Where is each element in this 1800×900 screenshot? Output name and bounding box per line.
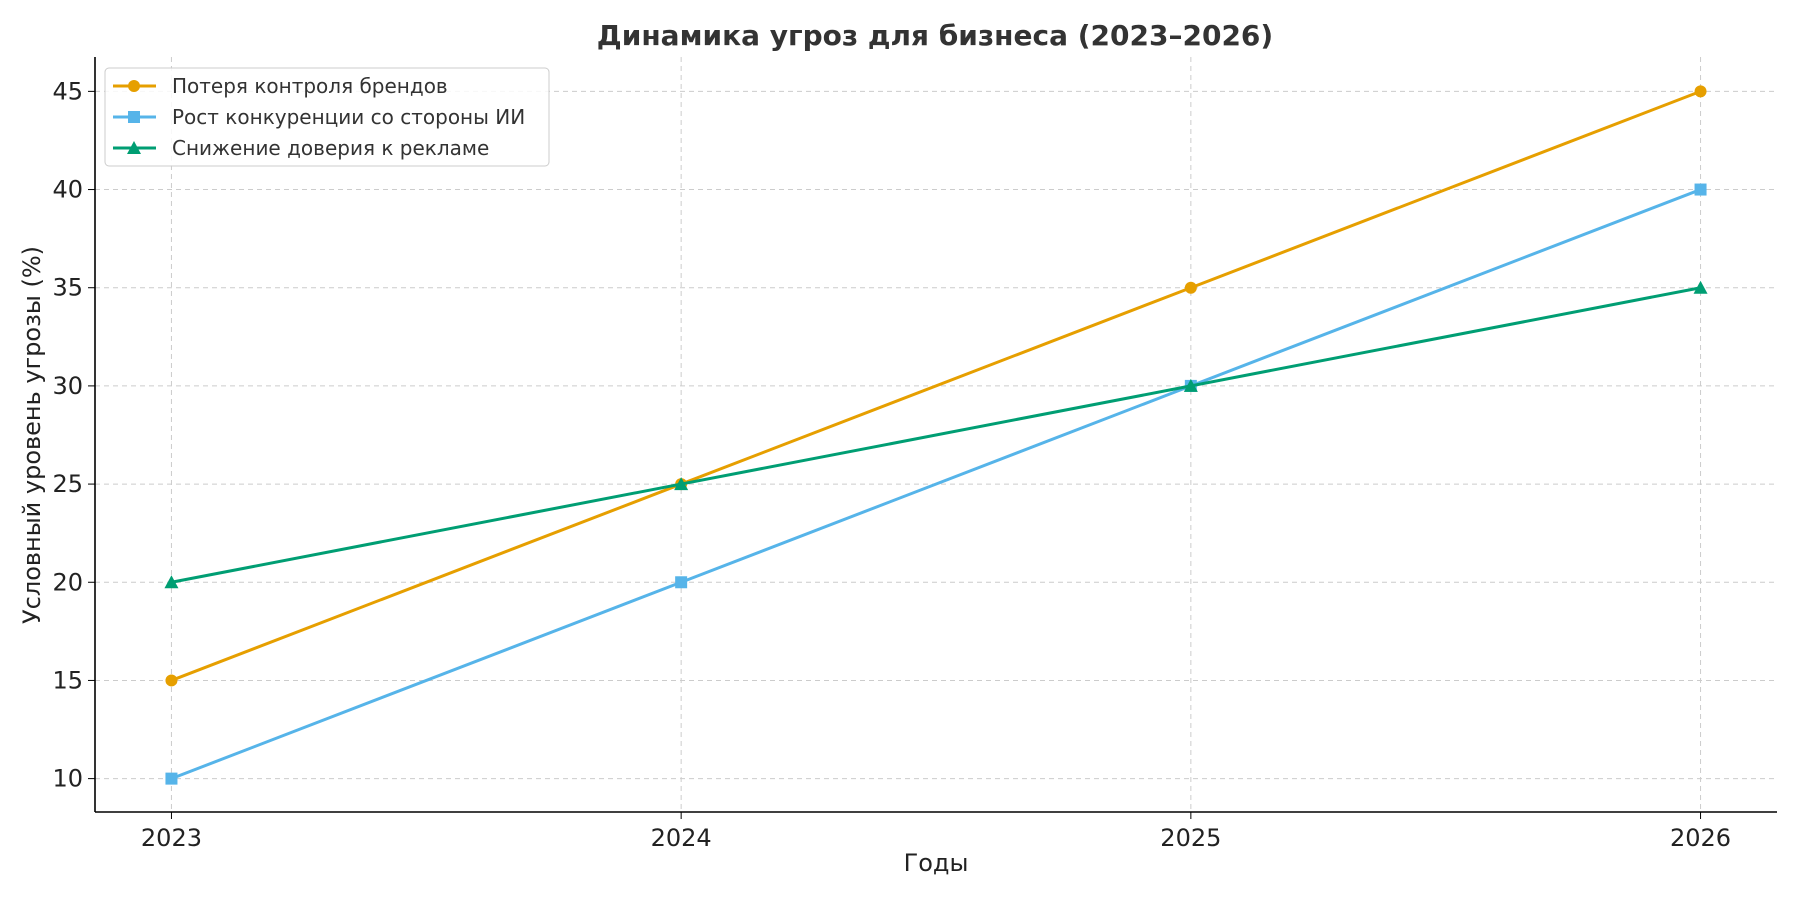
x-tick-label: 2026 (1670, 824, 1731, 852)
legend-item: Потеря контроля брендов (113, 74, 448, 98)
y-tick-label: 20 (52, 568, 83, 596)
legend-marker-triangle (127, 141, 141, 154)
series-2 (164, 280, 1708, 589)
data-point-triangle (674, 477, 689, 491)
legend-marker-circle (128, 80, 140, 92)
series-line (171, 286, 1701, 584)
x-tick-label: 2023 (141, 824, 202, 852)
axes (94, 57, 1777, 813)
y-tick-label: 40 (52, 176, 83, 204)
legend-box (104, 67, 550, 167)
x-tick-label: 2024 (651, 824, 712, 852)
data-point-triangle (1693, 280, 1708, 294)
data-point-square (675, 576, 688, 589)
data-point-circle (165, 674, 178, 687)
series-0 (165, 85, 1707, 687)
series-group (164, 85, 1708, 785)
data-point-triangle (1183, 378, 1198, 392)
y-axis-label: Условный уровень угрозы (%) (18, 246, 46, 624)
y-tick-label: 35 (52, 274, 83, 302)
y-tick-label: 45 (52, 77, 83, 105)
y-tick-label: 15 (52, 666, 83, 694)
series-line (170, 89, 1702, 682)
y-tick-label: 25 (52, 470, 83, 498)
legend-label: Снижение доверия к рекламе (172, 136, 489, 160)
chart-title: Динамика угроз для бизнеса (2023–2026) (597, 19, 1273, 52)
y-tick-label: 10 (52, 765, 83, 793)
legend-label: Рост конкуренции со стороны ИИ (172, 105, 525, 129)
data-point-triangle (164, 575, 179, 589)
x-axis-label: Годы (904, 849, 969, 877)
data-point-circle (1184, 281, 1197, 294)
x-tick-label: 2025 (1160, 824, 1221, 852)
legend-item: Снижение доверия к рекламе (113, 136, 489, 160)
data-point-square (165, 772, 178, 785)
legend-marker-square (128, 111, 140, 123)
y-tick-label: 30 (52, 372, 83, 400)
legend-item: Рост конкуренции со стороны ИИ (113, 105, 525, 129)
legend: Потеря контроля брендов Рост конкуренции … (104, 67, 550, 167)
legend-label: Потеря контроля брендов (172, 74, 448, 98)
series-line (170, 188, 1702, 781)
data-point-circle (1694, 85, 1707, 98)
data-point-square (1694, 183, 1707, 196)
